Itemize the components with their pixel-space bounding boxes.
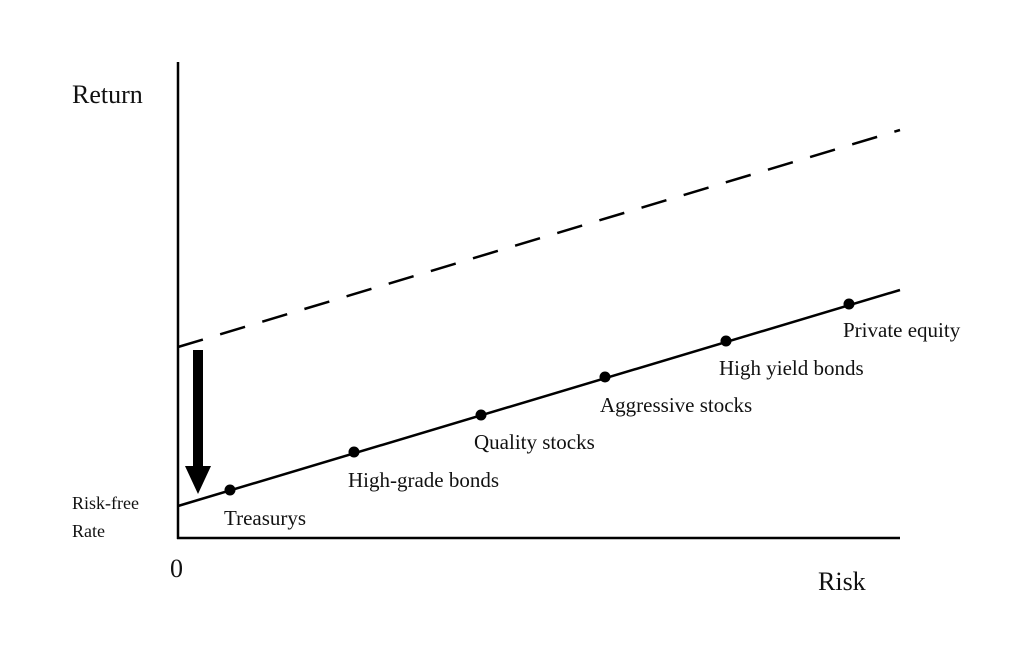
solid-line [177, 288, 901, 508]
node-dot [224, 484, 236, 496]
origin-label: 0 [170, 554, 183, 583]
node-label: High yield bonds [719, 356, 864, 380]
arrow-shaft [193, 350, 203, 468]
risk-free-label: Risk-free [72, 493, 139, 513]
node-dot [599, 371, 611, 383]
node-dot [720, 335, 732, 347]
node-label: Quality stocks [474, 430, 595, 454]
node-label: High-grade bonds [348, 468, 499, 492]
arrow-head [185, 466, 211, 494]
node-dot [475, 409, 487, 421]
node-dot [843, 298, 855, 310]
node-label: Private equity [843, 318, 961, 342]
x-axis-label: Risk [818, 567, 866, 596]
node-label: Treasurys [224, 506, 306, 530]
risk-free-label: Rate [72, 521, 105, 541]
node-label: Aggressive stocks [600, 393, 752, 417]
dashed-line [177, 128, 901, 349]
node-dot [348, 446, 360, 458]
y-axis-label: Return [72, 80, 143, 109]
